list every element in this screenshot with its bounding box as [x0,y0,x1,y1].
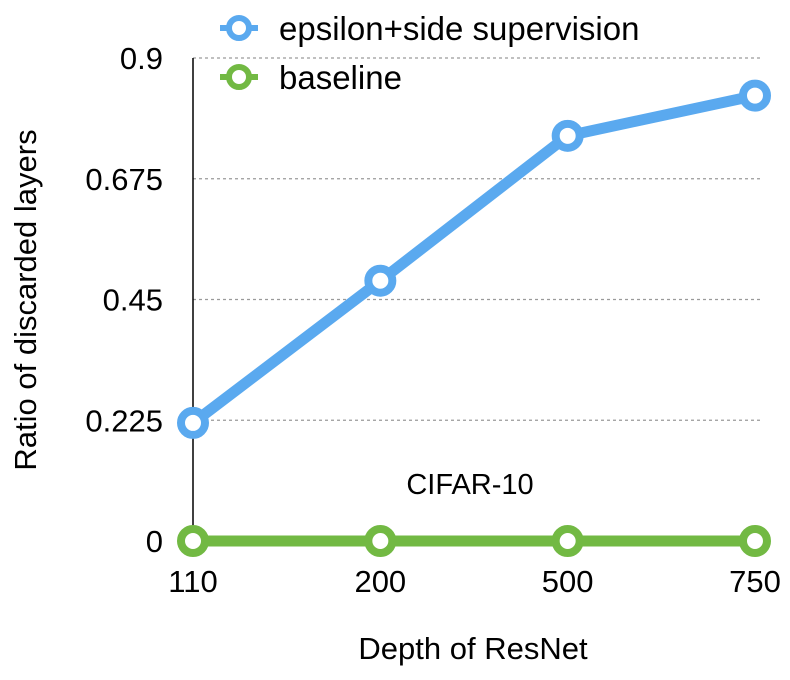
x-tick-labels: 110 200 500 750 [168,564,781,599]
data-point [364,264,397,297]
y-tick-label: 0.45 [103,283,163,318]
series-line [187,90,761,429]
x-axis-label: Depth of ResNet [358,631,588,666]
chart-annotation: CIFAR-10 [406,469,533,501]
x-tick-label: 750 [729,564,781,599]
legend-marker [226,15,252,41]
data-point [177,406,209,439]
series-1 [177,525,771,557]
legend-item-0: epsilon+side supervision [220,10,639,47]
y-tick-label: 0.9 [120,41,163,76]
y-tick-label: 0 [146,524,163,559]
legend: epsilon+side supervision baseline [220,10,639,96]
series-layer [177,79,771,557]
legend-marker [226,64,252,90]
legend-item-1: baseline [220,59,402,96]
data-point [364,525,397,557]
y-axis-label: Ratio of discarded layers [8,129,43,470]
grid-lines [193,57,760,421]
data-point [551,525,584,557]
series-0 [177,79,771,439]
data-point [739,525,771,557]
legend-label: epsilon+side supervision [279,10,639,47]
x-tick-label: 500 [542,564,594,599]
x-tick-label: 110 [168,564,217,599]
data-point [177,525,209,557]
x-tick-label: 200 [354,564,406,599]
data-point [739,79,771,112]
y-tick-labels: 0 0.225 0.45 0.675 0.9 [85,41,163,559]
y-tick-label: 0.675 [85,162,163,197]
legend-label: baseline [279,59,402,96]
y-tick-label: 0.225 [85,403,163,438]
data-point [551,119,584,152]
